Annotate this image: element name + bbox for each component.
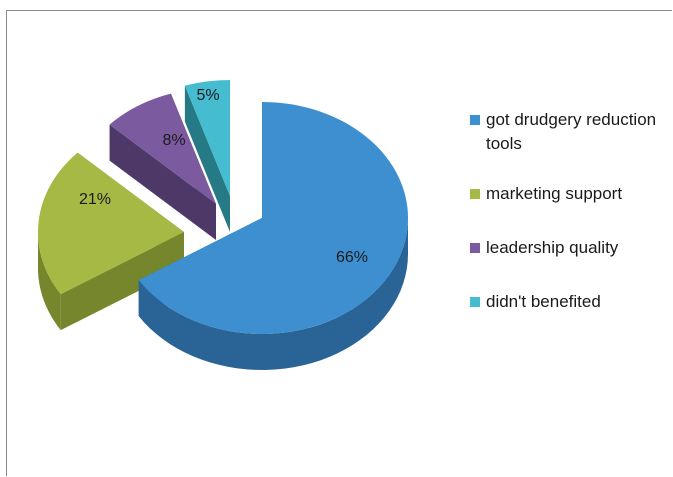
legend-swatch <box>470 189 480 199</box>
slice-top <box>138 102 408 334</box>
legend-label: got drudgery reduction tools <box>486 110 657 153</box>
data-label-5: 5% <box>196 87 219 104</box>
legend-label: didn't benefited <box>486 292 601 311</box>
slice-wall <box>138 218 408 370</box>
slice-top <box>37 152 184 295</box>
slice-side <box>60 232 185 331</box>
slice-top <box>184 80 230 196</box>
legend-label: marketing support <box>486 184 623 203</box>
slice-side <box>184 85 230 232</box>
legend-swatch <box>470 115 480 125</box>
data-label-66: 66% <box>336 249 368 266</box>
data-label-21: 21% <box>79 191 111 208</box>
legend-item-didnt-benefited: didn't benefited <box>470 290 670 314</box>
chart-frame <box>6 10 672 476</box>
pie-slice-didn-t-benefited <box>184 80 230 232</box>
legend-label: leadership quality <box>486 238 619 257</box>
slice-wall <box>38 232 61 331</box>
legend-item-got-drudgery-reduction-tools: got drudgery reduction tools <box>470 108 670 156</box>
data-label-8: 8% <box>162 132 185 149</box>
legend-item-leadership-quality: leadership quality <box>470 236 670 260</box>
pie-slice-leadership-quality <box>109 93 216 240</box>
legend: got drudgery reduction tools marketing s… <box>470 108 670 344</box>
pie-slice-marketing-support <box>37 152 185 331</box>
slice-side <box>109 124 216 240</box>
legend-item-marketing-support: marketing support <box>470 182 670 206</box>
legend-swatch <box>470 297 480 307</box>
pie-slice-got-drudgery-reduction-tools <box>138 102 408 370</box>
slice-top <box>109 93 216 204</box>
legend-swatch <box>470 243 480 253</box>
